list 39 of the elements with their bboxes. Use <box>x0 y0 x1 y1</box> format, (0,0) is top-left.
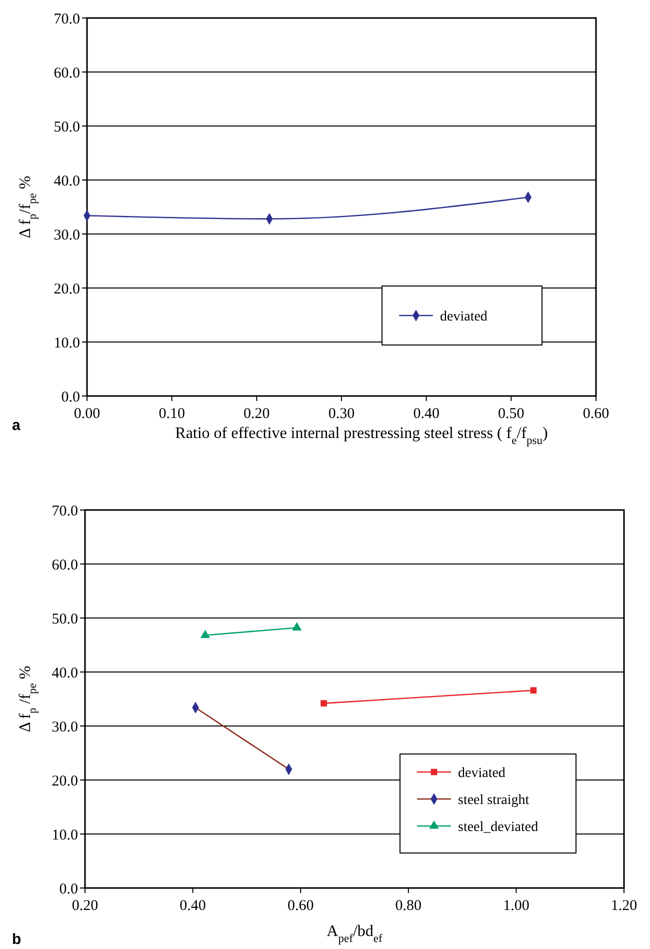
text: b <box>12 931 22 948</box>
y-tick-label: 30.0 <box>52 719 78 736</box>
point <box>320 700 327 706</box>
x-tick-label: 0.10 <box>158 406 185 422</box>
y-tick-label: 70.0 <box>54 11 80 28</box>
text: a <box>12 417 21 434</box>
y-tick-label: 30.0 <box>54 227 80 244</box>
x-tick-label: 0.30 <box>328 406 355 422</box>
legend-label: steel straight <box>458 792 530 808</box>
x-tick-label: 0.40 <box>180 898 206 914</box>
point <box>530 687 537 694</box>
x-axis-title: A$_{pef}$/bd$_{ef}$ <box>326 923 382 945</box>
y-tick-label: 50.0 <box>54 119 80 136</box>
x-tick-label: 0.40 <box>413 406 440 422</box>
y-tick-label: 40.0 <box>54 173 80 190</box>
y-tick-label: 0.0 <box>59 881 78 898</box>
legend-label: deviated <box>458 766 506 781</box>
y-tick-label: 0.0 <box>61 389 80 406</box>
x-tick-label: 0.20 <box>244 406 270 422</box>
y-tick-label: 10.0 <box>52 827 78 844</box>
y-tick-label: 20.0 <box>54 281 80 298</box>
legend-label: deviated <box>440 309 488 324</box>
x-axis-title: Ratio of effective internal prestressing steel stress ( f$_{e}$/f$_{psu}$) <box>175 425 548 447</box>
y-tick-label: 50.0 <box>52 611 78 628</box>
y-tick-label: 60.0 <box>54 65 80 82</box>
x-tick-label: 0.60 <box>582 406 610 422</box>
y-tick-label: 60.0 <box>52 557 78 574</box>
x-tick-label: 0.80 <box>395 898 422 914</box>
y-tick-label: 70.0 <box>52 503 78 520</box>
x-tick-label: 1.20 <box>610 898 638 914</box>
y-tick-label: 10.0 <box>54 335 80 352</box>
y-tick-label: 20.0 <box>52 773 78 790</box>
y-tick-label: 40.0 <box>52 665 78 682</box>
x-tick-label: 0.50 <box>498 406 524 422</box>
x-tick-label: 0.00 <box>74 406 100 422</box>
x-tick-label: 0.20 <box>72 898 98 914</box>
x-tick-label: 0.60 <box>287 898 314 914</box>
x-tick-label: 1.00 <box>503 898 530 914</box>
legend-label: steel_deviated <box>458 820 538 835</box>
